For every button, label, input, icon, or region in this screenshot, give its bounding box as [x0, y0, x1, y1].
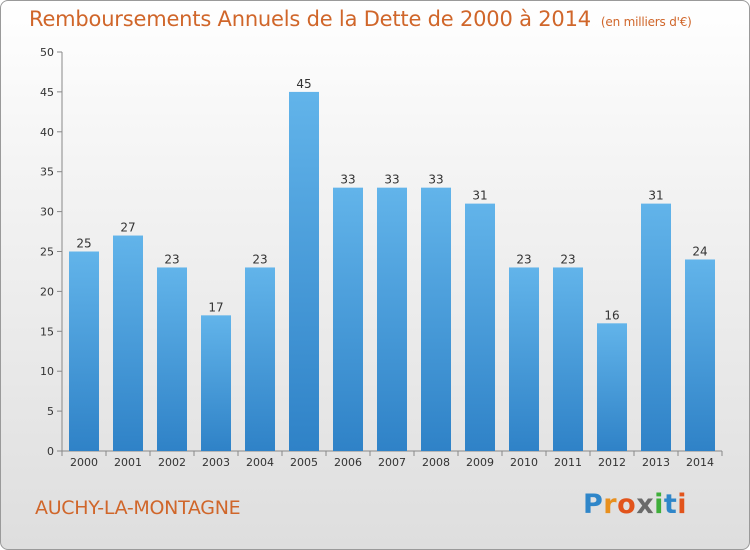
data-label-2008: 33 — [428, 173, 443, 187]
y-tick-label: 20 — [40, 285, 54, 298]
x-tick-label: 2013 — [642, 456, 670, 469]
data-label-2006: 33 — [340, 173, 355, 187]
x-tick-label: 2002 — [158, 456, 186, 469]
x-tick-label: 2007 — [378, 456, 406, 469]
x-tick-label: 2011 — [554, 456, 582, 469]
bar-2007[interactable] — [377, 187, 407, 451]
x-tick-label: 2001 — [114, 456, 142, 469]
bar-2008[interactable] — [421, 187, 451, 451]
chart-title-text: Remboursements Annuels de la Dette de 20… — [29, 7, 591, 31]
logo-letter: o — [617, 489, 637, 520]
logo-letter: i — [677, 489, 688, 520]
data-label-2010: 23 — [516, 252, 531, 266]
bar-2013[interactable] — [641, 203, 671, 451]
data-label-2003: 17 — [208, 300, 223, 314]
bars — [69, 91, 715, 452]
y-tick-label: 40 — [40, 126, 54, 139]
y-tick-label: 35 — [40, 166, 54, 179]
bar-2003[interactable] — [201, 315, 231, 451]
y-tick-label: 0 — [47, 445, 54, 458]
axes: 0 5 10 15 20 25 30 35 40 45 50 2000 2001 2002 2003 2004… — [40, 46, 723, 469]
data-label-2009: 31 — [472, 189, 487, 203]
chart-subtitle: (en milliers d'€) — [600, 15, 692, 29]
x-tick-label: 2006 — [334, 456, 362, 469]
data-label-2011: 23 — [560, 252, 575, 266]
data-label-2005: 45 — [296, 77, 311, 91]
y-tick-label: 10 — [40, 365, 54, 378]
data-label-2002: 23 — [164, 252, 179, 266]
data-label-2001: 27 — [120, 221, 135, 235]
data-label-2012: 16 — [604, 308, 619, 322]
bar-2000[interactable] — [69, 251, 99, 452]
x-tick-label: 2003 — [202, 456, 230, 469]
bar-2004[interactable] — [245, 267, 275, 451]
data-label-2014: 24 — [692, 244, 707, 258]
logo-letter: r — [603, 489, 618, 520]
bar-2011[interactable] — [553, 267, 583, 451]
logo-letter: x — [636, 489, 655, 520]
town-name: AUCHY-LA-MONTAGNE — [35, 497, 241, 519]
y-tick-label: 30 — [40, 206, 54, 219]
bar-2006[interactable] — [333, 187, 363, 451]
bar-2014[interactable] — [685, 259, 715, 451]
y-tick-label: 25 — [40, 246, 54, 259]
x-tick-label: 2004 — [246, 456, 274, 469]
bar-2002[interactable] — [157, 267, 187, 451]
logo-letter: P — [583, 489, 604, 520]
proxiti-logo[interactable]: Proxiti — [583, 489, 687, 520]
y-tick-label: 45 — [40, 86, 54, 99]
x-tick-label: 2009 — [466, 456, 494, 469]
x-tick-label: 2005 — [290, 456, 318, 469]
x-tick-label: 2012 — [598, 456, 626, 469]
x-tick-label: 2008 — [422, 456, 450, 469]
x-tick-label: 2000 — [70, 456, 98, 469]
data-label-2013: 31 — [648, 189, 663, 203]
data-label-2004: 23 — [252, 252, 267, 266]
data-label-2007: 33 — [384, 173, 399, 187]
bar-2010[interactable] — [509, 267, 539, 451]
logo-letter: t — [663, 489, 678, 520]
bar-2001[interactable] — [113, 235, 143, 451]
bar-2005[interactable] — [289, 91, 319, 452]
bar-2009[interactable] — [465, 203, 495, 451]
chart-title: Remboursements Annuels de la Dette de 20… — [29, 7, 692, 31]
logo-letter: i — [654, 489, 664, 520]
y-tick-label: 50 — [40, 46, 54, 59]
bar-2012[interactable] — [597, 323, 627, 451]
x-tick-label: 2014 — [686, 456, 714, 469]
y-tick-label: 5 — [47, 405, 54, 418]
data-labels: 25 27 23 17 23 45 33 33 33 31 23 23 16 31 24 — [76, 77, 707, 322]
data-label-2000: 25 — [76, 237, 91, 251]
x-tick-label: 2010 — [510, 456, 538, 469]
y-tick-label: 15 — [40, 325, 54, 338]
